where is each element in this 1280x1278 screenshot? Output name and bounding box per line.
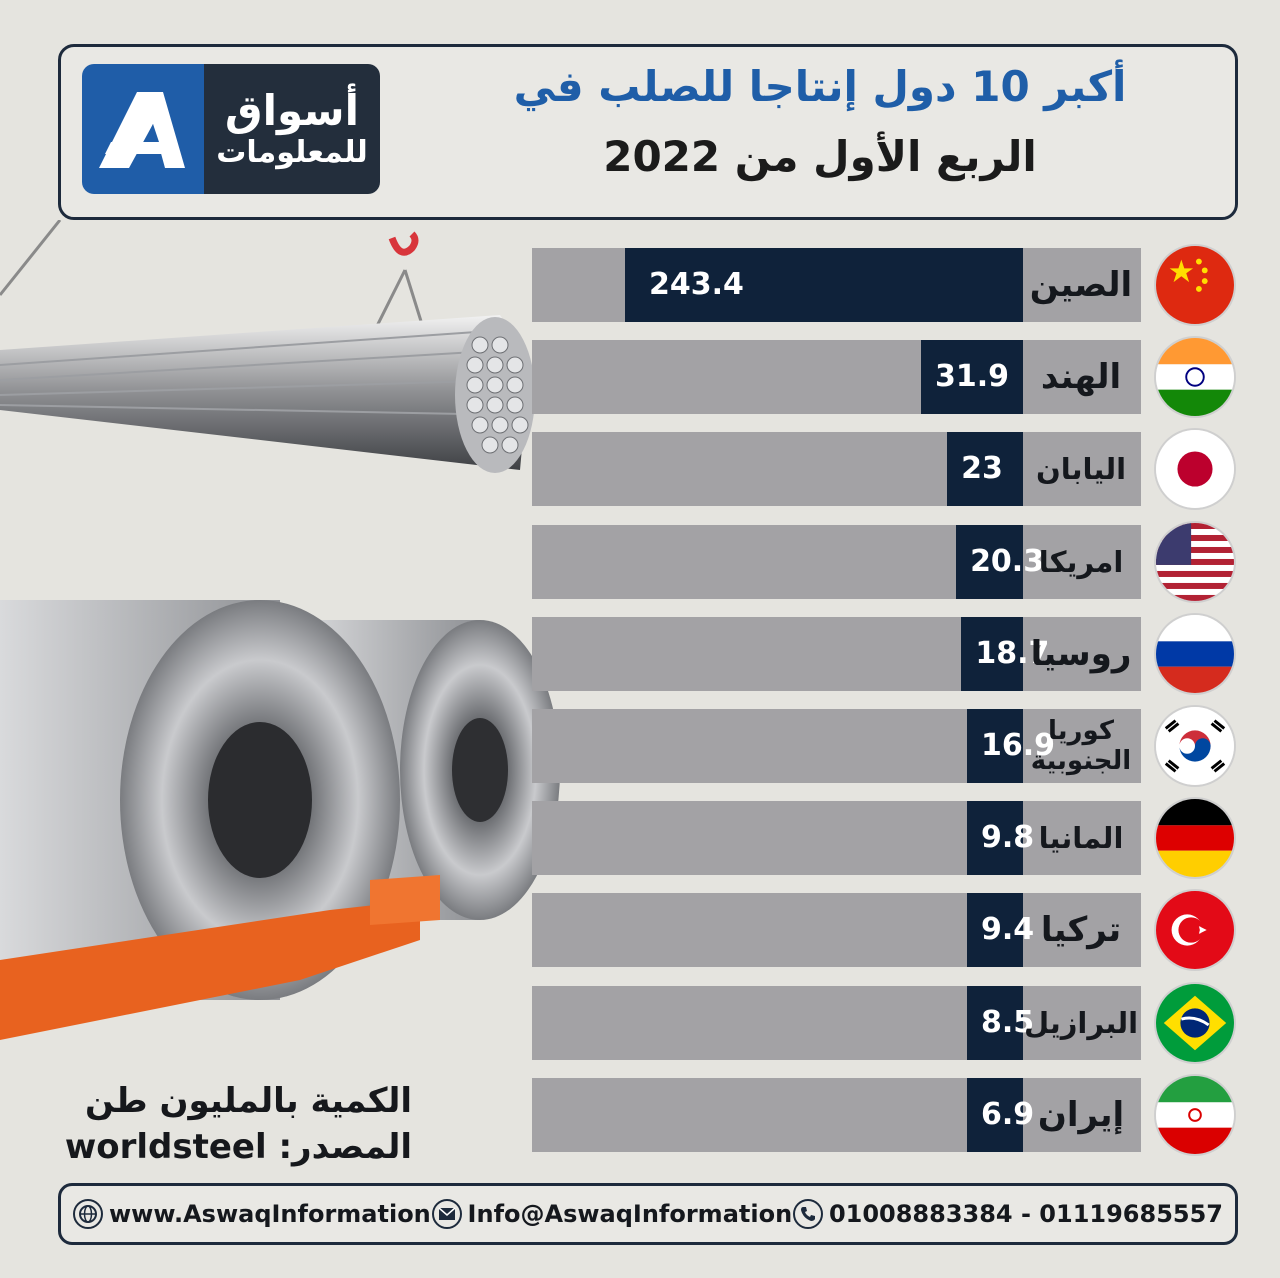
bar-track (532, 801, 1141, 876)
bar (967, 801, 1023, 876)
category-label: المانيا (1038, 821, 1124, 856)
mail-icon (431, 1199, 462, 1229)
bar-track (532, 616, 1141, 691)
logo-text: أسواق للمعلومات (204, 64, 380, 194)
chart-row: 18.7 روسيا (532, 614, 1280, 693)
chart-row: 243.4 الصين (532, 246, 1280, 324)
logo-a-icon (82, 64, 204, 194)
turkey-flag-icon (1156, 891, 1234, 970)
data-label: 243.4 (649, 267, 744, 302)
data-label: 31.9 (935, 359, 1010, 395)
india-flag-icon (1156, 338, 1234, 417)
logo-line1: أسواق (225, 86, 359, 135)
chart-row: 31.9 الهند (532, 338, 1280, 417)
bar (967, 985, 1023, 1060)
category-label: كوريا الجنوبية (1030, 716, 1132, 776)
bar (967, 893, 1023, 968)
phone-icon (792, 1199, 823, 1229)
bar-track (532, 985, 1141, 1060)
bar-track (532, 709, 1141, 783)
chart-row: 20.3 امريكا (532, 522, 1280, 601)
chart-row: 16.9 كوريا الجنوبية (532, 707, 1280, 785)
website-text: www.AswaqInformation (109, 1200, 431, 1228)
chart-row: 9.8 المانيا (532, 799, 1280, 878)
aswaq-logo: أسواق للمعلومات (82, 64, 380, 194)
page-title: أكبر 10 دول إنتاجا للصلب في (513, 62, 1127, 111)
bar-track (532, 432, 1141, 507)
data-label: 16.9 (981, 728, 1056, 763)
south-korea-flag-icon (1156, 707, 1234, 785)
bar-track (532, 524, 1141, 599)
source-label: المصدر: worldsteel (64, 1127, 412, 1167)
chart-row: 23 اليابان (532, 430, 1280, 509)
email-text: Info@AswaqInformation (467, 1200, 793, 1228)
phone-text: 01008883384 - 01119685557 (828, 1200, 1223, 1228)
website-link[interactable]: www.AswaqInformation (73, 1199, 431, 1229)
bar (956, 524, 1023, 599)
data-label: 6.9 (981, 1096, 1035, 1132)
chart-row: 6.9 إيران (532, 1075, 1280, 1154)
usa-flag-icon (1156, 522, 1234, 601)
email-link[interactable]: Info@AswaqInformation (431, 1199, 793, 1229)
china-flag-icon (1156, 246, 1234, 324)
germany-flag-icon (1156, 799, 1234, 878)
japan-flag-icon (1156, 430, 1234, 509)
bar-track (532, 340, 1141, 415)
category-label: البرازيل (1023, 1005, 1139, 1040)
iran-flag-icon (1156, 1075, 1234, 1154)
brazil-flag-icon (1156, 983, 1234, 1062)
data-label: 20.3 (970, 543, 1045, 579)
logo-line2: للمعلومات (216, 135, 368, 170)
category-label: روسيا (1030, 633, 1132, 674)
bar (967, 709, 1023, 783)
russia-flag-icon (1156, 614, 1234, 693)
footer: www.AswaqInformation Info@AswaqInformati… (58, 1183, 1238, 1245)
globe-icon (73, 1199, 103, 1229)
chart-notes: الكمية بالمليون طن المصدر: worldsteel (60, 1078, 412, 1170)
data-label: 9.4 (981, 912, 1035, 948)
page-subtitle: الربع الأول من 2022 (603, 132, 1037, 181)
bar (921, 340, 1023, 415)
bar-track (532, 1077, 1141, 1152)
category-label: امريكا (1038, 544, 1124, 579)
steel-illustration (0, 220, 560, 1040)
bar-track (532, 893, 1141, 968)
category-label: تركيا (1040, 910, 1122, 951)
data-label: 8.5 (981, 1004, 1035, 1040)
chart-row: 8.5 البرازيل (532, 983, 1280, 1062)
category-label: الهند (1040, 357, 1122, 398)
category-label: إيران (1037, 1094, 1125, 1135)
category-label: الصين (1029, 265, 1133, 305)
unit-label: الكمية بالمليون طن (85, 1081, 412, 1121)
bar (625, 248, 1023, 322)
bar (947, 432, 1023, 507)
phone-link[interactable]: 01008883384 - 01119685557 (792, 1199, 1223, 1229)
data-label: 9.8 (981, 820, 1035, 856)
data-label: 23 (961, 451, 1003, 487)
bar (961, 616, 1023, 691)
data-label: 18.7 (975, 635, 1050, 671)
chart-row: 9.4 تركيا (532, 891, 1280, 970)
bar (967, 1077, 1023, 1152)
category-label: اليابان (1035, 452, 1127, 487)
